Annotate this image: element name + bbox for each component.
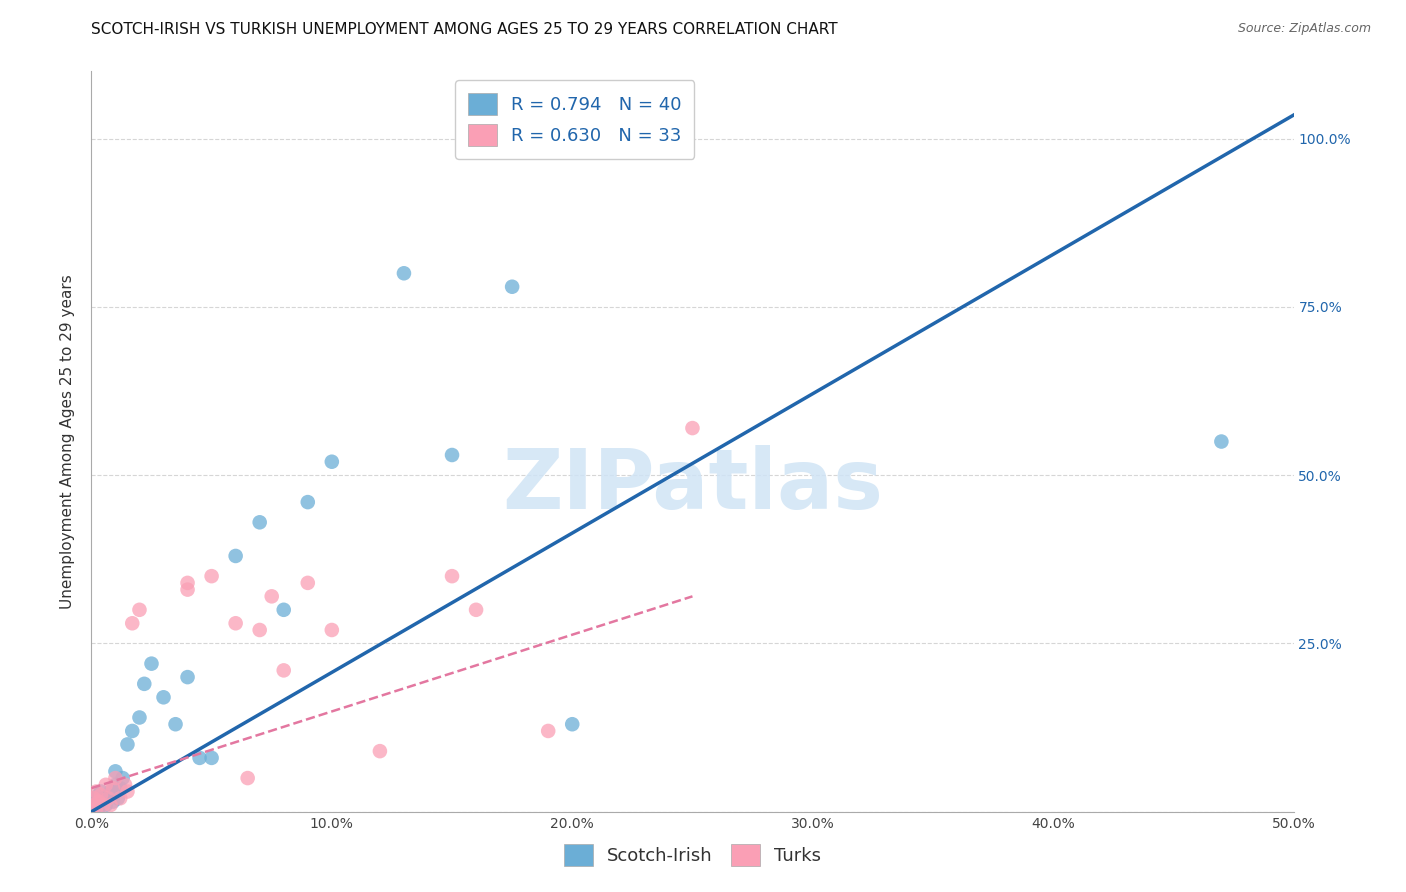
Point: [97, 791, 120, 805]
Point: [501, 279, 523, 293]
Point: [141, 657, 163, 671]
Point: [128, 710, 150, 724]
Point: [368, 744, 391, 758]
Point: [87, 795, 110, 809]
Point: [561, 717, 583, 731]
Point: [93, 791, 115, 805]
Point: [101, 795, 124, 809]
Point: [249, 623, 271, 637]
Point: [83, 797, 105, 812]
Point: [440, 569, 463, 583]
Point: [134, 677, 156, 691]
Y-axis label: Unemployment Among Ages 25 to 29 years: Unemployment Among Ages 25 to 29 years: [59, 274, 75, 609]
Point: [321, 623, 343, 637]
Point: [260, 590, 283, 604]
Point: [176, 575, 198, 590]
Point: [97, 788, 120, 802]
Point: [83, 791, 105, 805]
Point: [90, 784, 112, 798]
Point: [201, 569, 224, 583]
Point: [681, 421, 703, 435]
Point: [117, 738, 139, 752]
Point: [104, 764, 127, 779]
Point: [188, 751, 211, 765]
Point: [225, 616, 247, 631]
Point: [273, 664, 295, 678]
Point: [465, 603, 488, 617]
Point: [392, 266, 415, 280]
Point: [104, 771, 127, 785]
Point: [93, 795, 115, 809]
Point: [121, 723, 143, 738]
Point: [107, 791, 129, 805]
Text: SCOTCH-IRISH VS TURKISH UNEMPLOYMENT AMONG AGES 25 TO 29 YEARS CORRELATION CHART: SCOTCH-IRISH VS TURKISH UNEMPLOYMENT AMO…: [91, 22, 838, 37]
Point: [1211, 434, 1233, 449]
Point: [94, 778, 117, 792]
Point: [537, 723, 560, 738]
Point: [297, 495, 319, 509]
Point: [176, 582, 198, 597]
Point: [83, 801, 105, 815]
Point: [101, 781, 124, 796]
Point: [80, 805, 103, 819]
Point: [225, 549, 247, 563]
Point: [152, 690, 174, 705]
Point: [176, 670, 198, 684]
Point: [110, 781, 132, 796]
Point: [297, 575, 319, 590]
Point: [201, 751, 224, 765]
Point: [121, 616, 143, 631]
Point: [128, 603, 150, 617]
Point: [104, 778, 127, 792]
Point: [90, 797, 112, 812]
Point: [87, 788, 110, 802]
Point: [84, 795, 107, 809]
Point: [321, 455, 343, 469]
Point: [117, 784, 139, 798]
Point: [90, 788, 112, 802]
Point: [84, 801, 107, 815]
Point: [84, 791, 107, 805]
Text: Source: ZipAtlas.com: Source: ZipAtlas.com: [1237, 22, 1371, 36]
Point: [110, 791, 132, 805]
Point: [87, 801, 110, 815]
Point: [80, 805, 103, 819]
Point: [93, 797, 115, 812]
Point: [236, 771, 259, 785]
Point: [83, 797, 105, 812]
Point: [114, 778, 136, 792]
Point: [440, 448, 463, 462]
Point: [249, 516, 271, 530]
Point: [100, 784, 122, 798]
Point: [84, 784, 107, 798]
Point: [94, 797, 117, 812]
Text: ZIPatlas: ZIPatlas: [502, 445, 883, 526]
Point: [111, 771, 134, 785]
Point: [100, 797, 122, 812]
Point: [273, 603, 295, 617]
Legend: Scotch-Irish, Turks: Scotch-Irish, Turks: [557, 837, 828, 873]
Point: [165, 717, 187, 731]
